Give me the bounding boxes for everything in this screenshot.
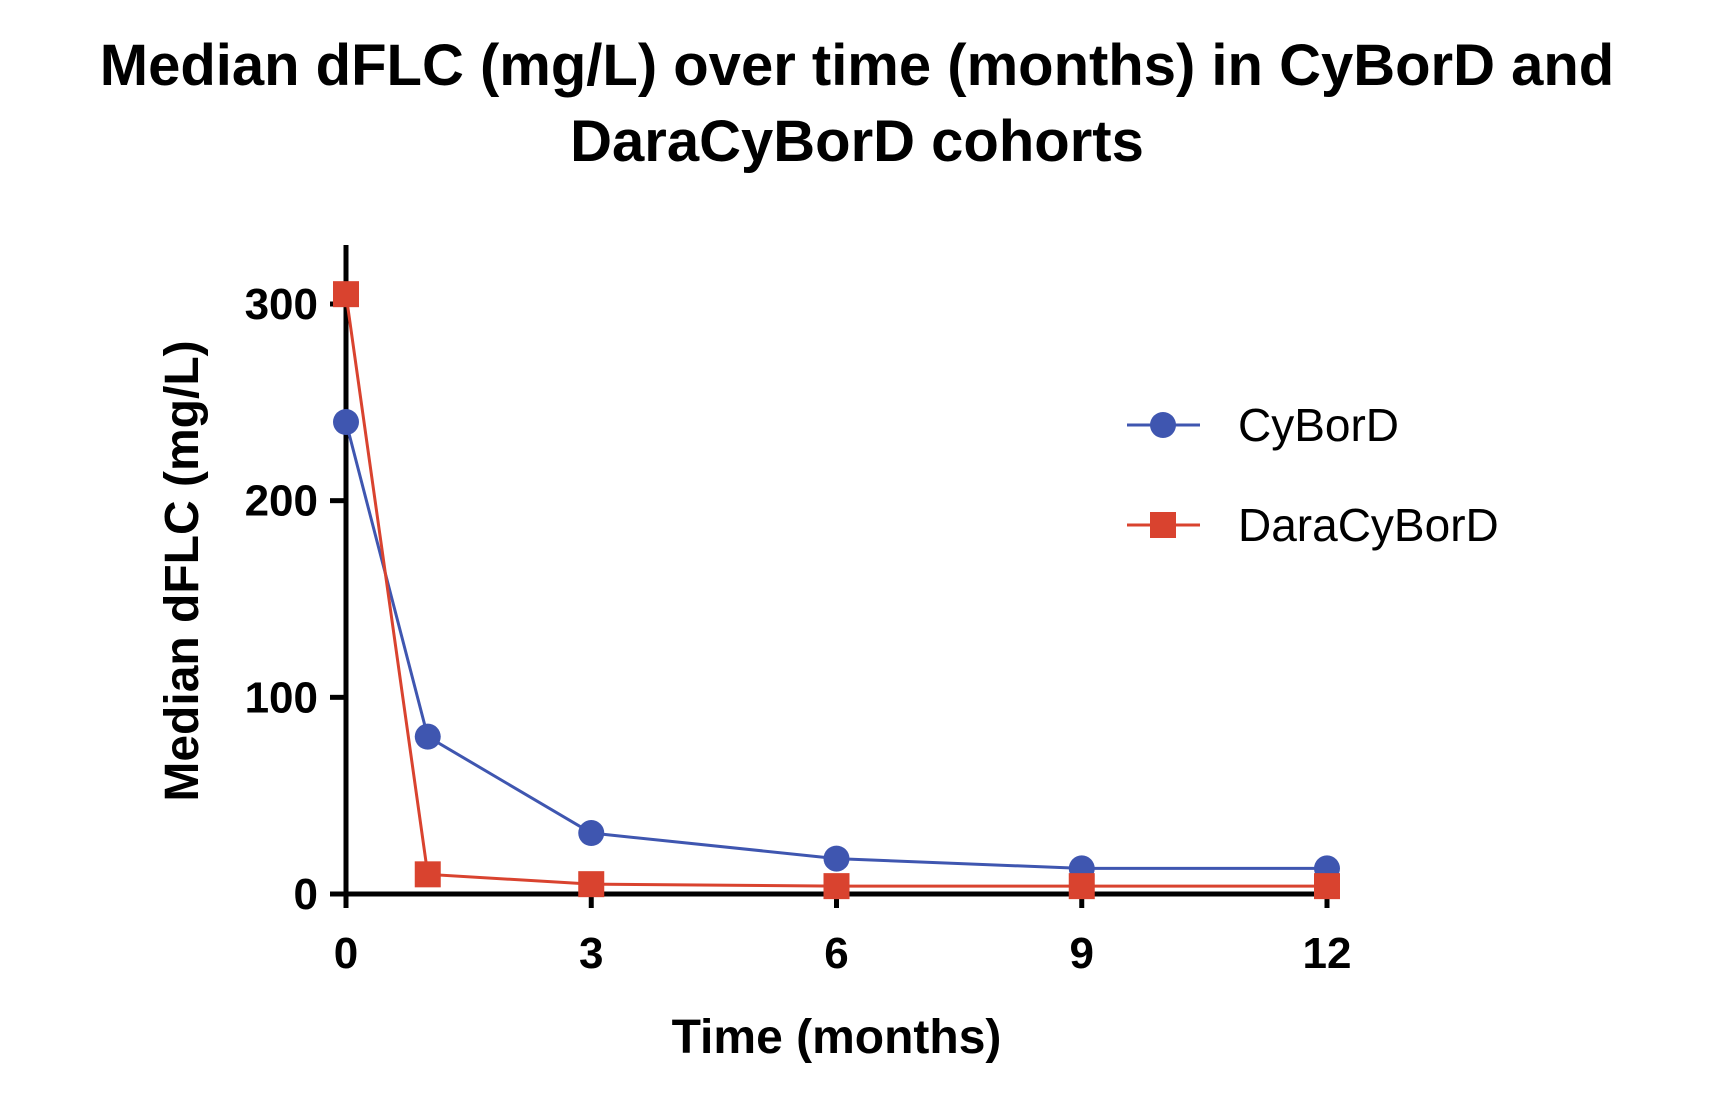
x-tick-label: 9 [1070, 929, 1094, 978]
x-axis-title: Time (months) [672, 1011, 1002, 1064]
y-tick-label: 100 [245, 673, 318, 722]
data-point [1068, 873, 1095, 900]
series-layer [333, 281, 1340, 900]
data-point [1314, 873, 1340, 900]
legend-marker [1150, 512, 1176, 538]
series-line [344, 293, 1327, 888]
legend-item: CyBorD [1127, 399, 1399, 451]
x-tick-label: 12 [1303, 929, 1352, 978]
y-axis-title: Median dFLC (mg/L) [156, 340, 209, 801]
data-point [578, 871, 605, 898]
chart-title-line-1: Median dFLC (mg/L) over time (months) in… [99, 33, 1615, 98]
legend-label: CyBorD [1238, 399, 1399, 451]
data-point [823, 845, 850, 872]
data-point [333, 409, 359, 435]
legend-item: DaraCyBorD [1127, 499, 1499, 551]
data-point [823, 873, 850, 900]
legend-label: DaraCyBorD [1238, 499, 1499, 551]
chart-title-line-2: DaraCyBorD cohorts [570, 109, 1144, 174]
x-tick-label: 6 [824, 929, 848, 978]
series-daracybord [333, 281, 1340, 900]
series-line [344, 421, 1327, 870]
y-tick-label: 300 [245, 280, 318, 329]
series-cybord [333, 409, 1340, 882]
x-tick-label: 0 [334, 929, 358, 978]
axes: 0 100 200 300 0 3 6 9 12 [245, 245, 1352, 978]
y-tick-label: 0 [294, 870, 318, 919]
data-point [578, 820, 605, 847]
legend-marker [1150, 412, 1176, 438]
chart-title: Median dFLC (mg/L) over time (months) in… [0, 28, 1714, 180]
x-tick-label: 3 [579, 929, 603, 978]
data-point [414, 723, 441, 750]
y-tick-label: 200 [245, 477, 318, 526]
legend: CyBorD DaraCyBorD [1127, 399, 1499, 551]
data-point [333, 281, 359, 308]
data-point [414, 861, 441, 888]
